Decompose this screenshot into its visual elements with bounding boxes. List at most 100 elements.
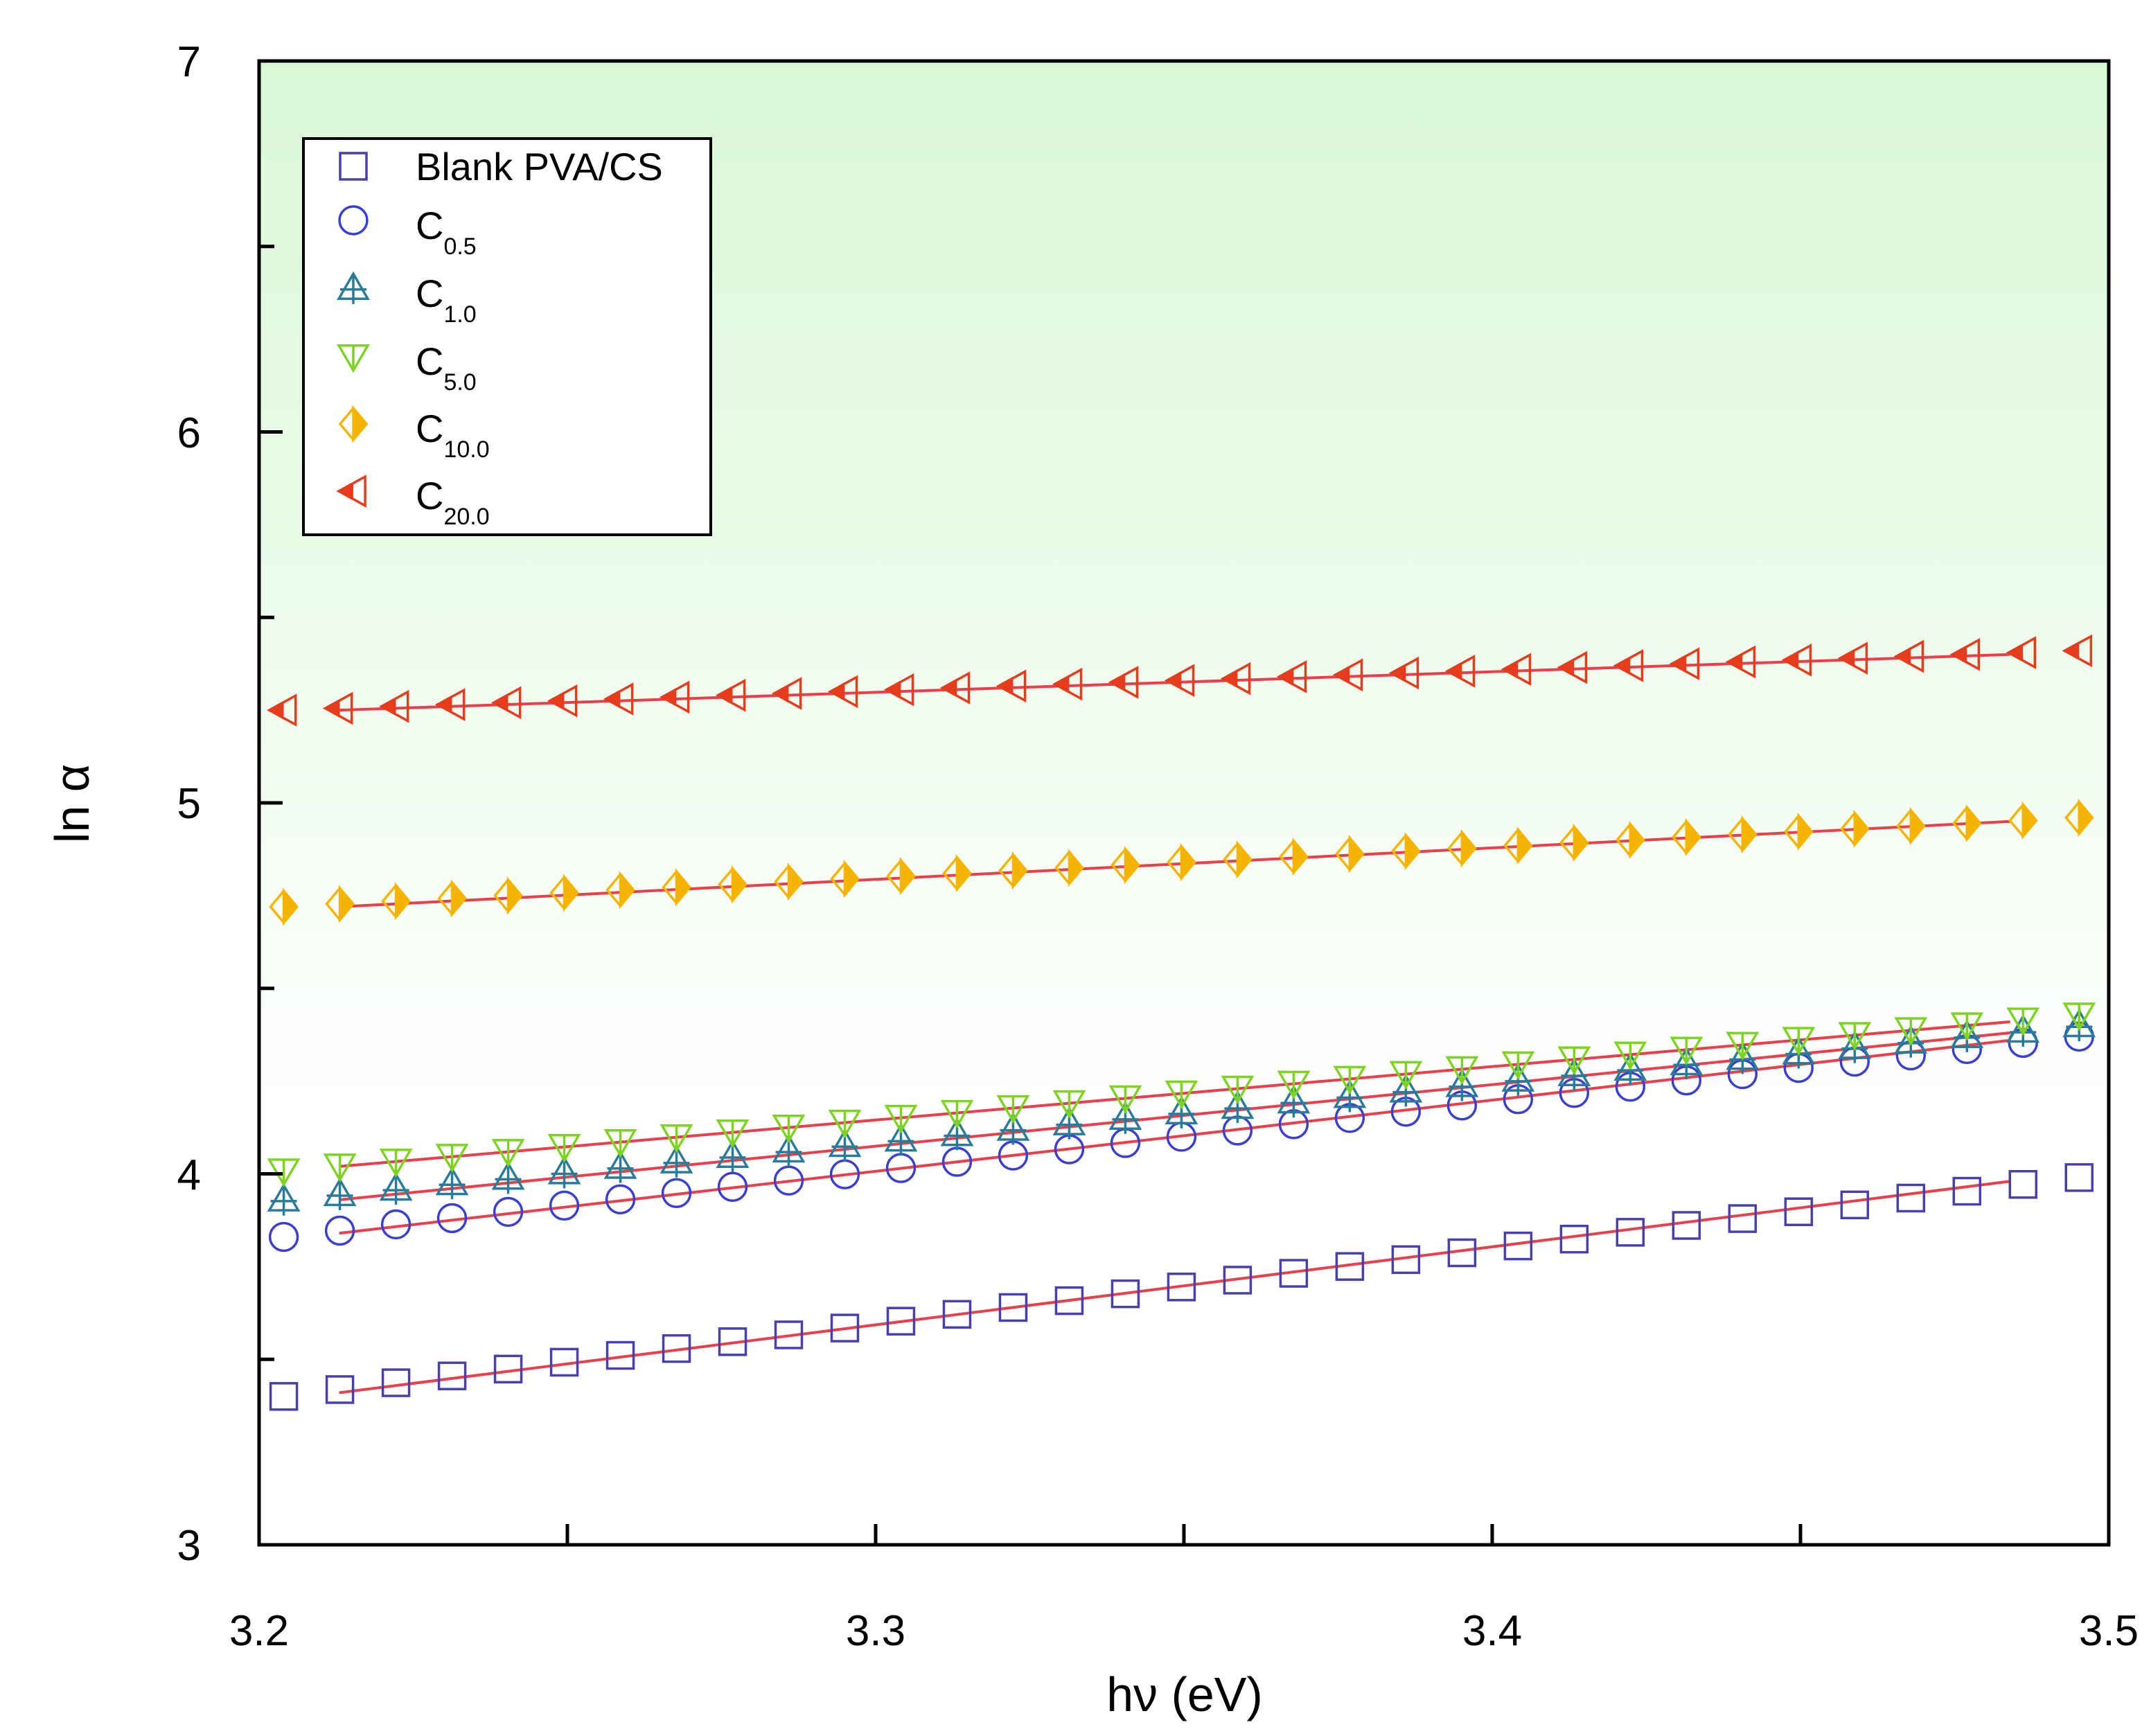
data-point [547, 1134, 581, 1163]
data-point [2062, 1002, 2096, 1031]
legend-label-c10: C1.0 [416, 272, 477, 328]
data-point [1896, 1183, 1926, 1213]
data-point [1559, 1224, 1589, 1254]
data-point [940, 1099, 974, 1129]
data-point [1837, 641, 1868, 675]
y-tick-label: 6 [177, 409, 201, 457]
data-point [1952, 1176, 1982, 1206]
data-point [1391, 1245, 1421, 1275]
data-point [325, 885, 355, 923]
data-point [338, 205, 369, 236]
data-point [1838, 1022, 1872, 1051]
legend-label-c200: C20.0 [416, 474, 490, 530]
data-point [772, 1114, 806, 1144]
data-point [436, 1203, 468, 1234]
data-point [1893, 639, 1924, 673]
data-point [1952, 804, 1982, 843]
data-point [884, 1104, 918, 1134]
data-point [437, 1361, 467, 1390]
data-point [1501, 653, 1532, 687]
data-point [547, 1155, 581, 1189]
data-point [381, 882, 411, 921]
data-point [1167, 1273, 1196, 1302]
data-point [1616, 1218, 1645, 1247]
data-point [1110, 846, 1140, 885]
data-point [435, 1166, 469, 1200]
data-point [493, 1196, 524, 1228]
data-point [1110, 1279, 1140, 1309]
data-point [2006, 1007, 2040, 1036]
data-point [942, 854, 972, 893]
data-point [323, 691, 353, 725]
data-point [1784, 1197, 1814, 1226]
data-point [324, 1215, 355, 1246]
data-point [886, 1307, 916, 1336]
data-point [830, 1313, 860, 1343]
data-point [1559, 823, 1589, 862]
data-point [267, 1158, 301, 1187]
data-point [1391, 831, 1421, 871]
data-point [339, 152, 368, 181]
data-point [1616, 820, 1645, 860]
data-point [379, 1171, 413, 1205]
data-point [1726, 1031, 1760, 1061]
legend-markers [336, 152, 370, 508]
data-point [491, 1139, 525, 1168]
data-point [1950, 1012, 1984, 1041]
data-point [1389, 1061, 1423, 1090]
data-point [337, 344, 370, 373]
x-tick-label: 3.4 [1462, 1607, 1522, 1655]
data-point [1447, 1238, 1477, 1268]
data-point [605, 1340, 635, 1370]
data-point [491, 686, 522, 720]
data-point [1279, 838, 1309, 876]
data-point [1223, 840, 1252, 879]
data-point [493, 1354, 523, 1384]
data-point [1054, 849, 1084, 887]
data-point [547, 684, 578, 718]
data-point [662, 868, 691, 907]
data-point [717, 1171, 748, 1202]
data-point [774, 1320, 804, 1349]
data-point [1781, 643, 1812, 677]
data-point [662, 1334, 691, 1363]
data-point [828, 1109, 862, 1139]
x-tick-label: 3.5 [2079, 1607, 2139, 1655]
data-point [1108, 666, 1139, 699]
data-point [1220, 662, 1251, 696]
data-point [771, 677, 802, 710]
data-point [659, 680, 690, 714]
data-point [995, 669, 1027, 703]
data-point [1669, 647, 1700, 681]
data-point [939, 671, 971, 705]
data-point [1894, 1017, 1928, 1046]
data-point [1557, 1046, 1591, 1075]
y-axis-title: ln α [45, 764, 99, 843]
data-point [942, 1300, 972, 1329]
data-point [1782, 1027, 1816, 1056]
data-point [716, 1119, 750, 1149]
data-point [996, 1095, 1030, 1124]
data-point [435, 688, 466, 721]
data-point [2064, 1163, 2094, 1192]
data-point [715, 678, 746, 712]
data-point [1557, 650, 1588, 684]
data-point [1444, 655, 1476, 688]
data-point [1447, 829, 1477, 868]
data-point [379, 689, 409, 723]
data-point [1388, 656, 1419, 690]
data-point [1333, 1065, 1367, 1095]
data-point [774, 862, 804, 901]
data-point [1279, 1259, 1309, 1288]
x-axis-title: hν (eV) [1106, 1667, 1263, 1721]
data-point [338, 405, 369, 443]
data-point [1165, 1080, 1198, 1110]
y-tick-label: 7 [177, 38, 201, 86]
data-point [1503, 826, 1533, 865]
data-point [268, 1221, 299, 1252]
data-point [998, 1293, 1028, 1322]
fit-line [339, 1180, 2010, 1394]
data-point [1840, 1190, 1870, 1220]
data-point [1503, 1231, 1533, 1261]
data-point [1276, 660, 1307, 693]
